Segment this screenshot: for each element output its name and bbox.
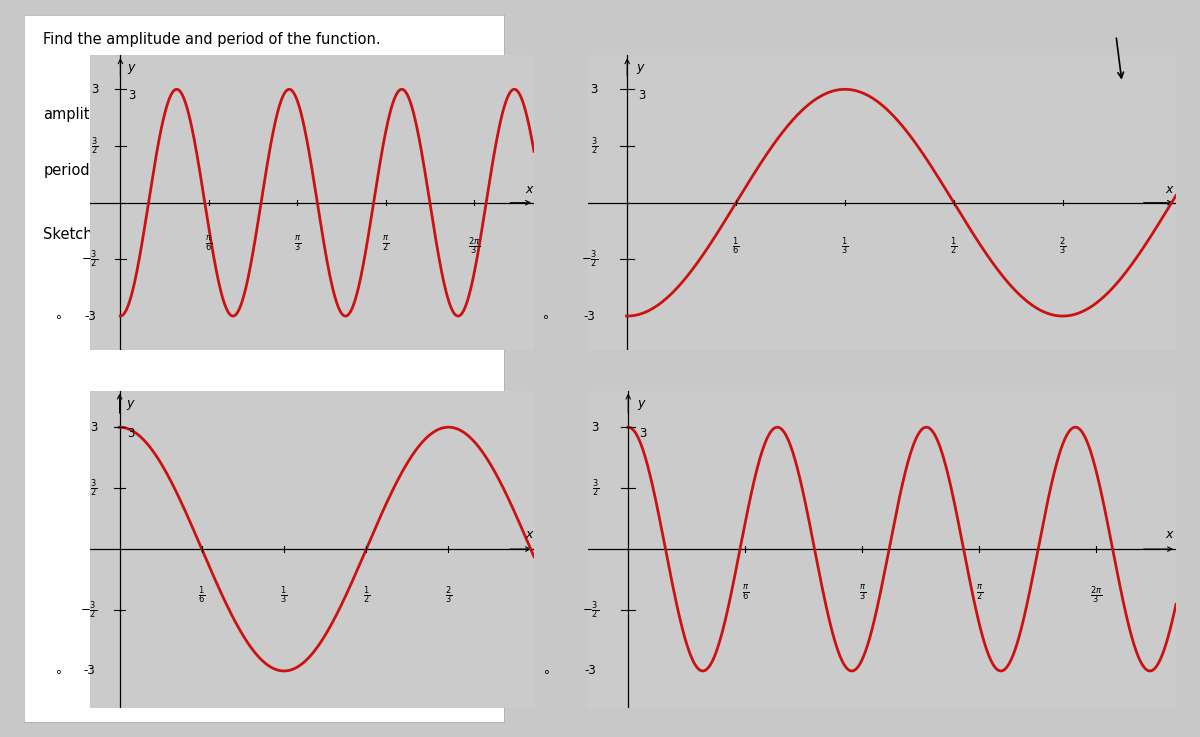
Text: y: y <box>127 61 134 74</box>
Text: $\frac{\pi}{6}$: $\frac{\pi}{6}$ <box>742 584 749 603</box>
Text: amplitude: amplitude <box>43 107 118 122</box>
FancyBboxPatch shape <box>190 137 362 186</box>
Text: $\frac{3}{2}$: $\frac{3}{2}$ <box>91 135 98 157</box>
Text: $\frac{\pi}{2}$: $\frac{\pi}{2}$ <box>976 584 983 603</box>
Text: $\frac{1}{3}$: $\frac{1}{3}$ <box>841 235 848 256</box>
Text: $\frac{1}{2}$: $\frac{1}{2}$ <box>950 235 958 256</box>
Text: $\circ$: $\circ$ <box>54 310 62 323</box>
Text: $\frac{\pi}{3}$: $\frac{\pi}{3}$ <box>859 584 866 603</box>
Text: y: y <box>636 61 643 74</box>
Text: -3: -3 <box>84 665 95 677</box>
Text: $\circ$: $\circ$ <box>54 665 61 677</box>
Text: $y = $: $y = $ <box>91 60 116 77</box>
Text: y: y <box>126 397 133 410</box>
Text: $\frac{\pi}{2}$: $\frac{\pi}{2}$ <box>382 235 389 254</box>
Text: Find the amplitude and period of the function.: Find the amplitude and period of the fun… <box>43 32 380 47</box>
Text: $\frac{2}{3}$: $\frac{2}{3}$ <box>1060 235 1067 256</box>
Text: x: x <box>1165 183 1172 196</box>
Text: $\frac{3}{2}$: $\frac{3}{2}$ <box>90 478 97 499</box>
Text: 3: 3 <box>637 89 646 102</box>
Text: $\frac{2\pi}{3}$: $\frac{2\pi}{3}$ <box>1091 584 1103 606</box>
Text: x: x <box>526 528 533 542</box>
Text: $\frac{\pi}{3}$: $\frac{\pi}{3}$ <box>294 235 301 254</box>
Text: $-\frac{3}{2}$: $-\frac{3}{2}$ <box>82 248 98 270</box>
Text: $\frac{3}{2}$: $\frac{3}{2}$ <box>592 478 599 499</box>
Text: -3: -3 <box>584 665 596 677</box>
Text: $\frac{1}{6}$: $\frac{1}{6}$ <box>198 584 205 606</box>
Text: period: period <box>43 164 90 178</box>
Text: 3: 3 <box>592 421 599 433</box>
Text: $\frac{3}{2}$: $\frac{3}{2}$ <box>590 135 598 157</box>
Text: $\frac{1}{2}$: $\frac{1}{2}$ <box>362 584 370 606</box>
Text: $\frac{\pi}{6}$: $\frac{\pi}{6}$ <box>205 235 212 254</box>
Text: $-\frac{3}{2}$: $-\frac{3}{2}$ <box>80 599 97 621</box>
Text: -3: -3 <box>84 310 96 323</box>
Text: 3: 3 <box>91 83 98 96</box>
Text: $-\frac{3}{2}$: $-\frac{3}{2}$ <box>582 599 599 621</box>
Text: $-\frac{3}{2}$: $-\frac{3}{2}$ <box>581 248 598 270</box>
FancyBboxPatch shape <box>190 78 362 128</box>
Text: 3: 3 <box>590 83 598 96</box>
Text: 3: 3 <box>638 427 647 440</box>
Text: x: x <box>1165 528 1172 542</box>
Text: $\frac{1}{6}$: $\frac{1}{6}$ <box>732 235 739 256</box>
Text: -3: -3 <box>583 310 595 323</box>
Text: Sketch the graph of the function.: Sketch the graph of the function. <box>43 227 286 242</box>
Text: $-3\ \mathbf{cos}(3\pi x)$: $-3\ \mathbf{cos}(3\pi x)$ <box>134 60 230 79</box>
Text: 3: 3 <box>127 427 134 440</box>
Text: x: x <box>526 183 533 196</box>
Text: 3: 3 <box>90 421 97 433</box>
Text: $\frac{1}{3}$: $\frac{1}{3}$ <box>281 584 288 606</box>
Text: 3: 3 <box>128 89 136 102</box>
Text: $\frac{2}{3}$: $\frac{2}{3}$ <box>445 584 452 606</box>
Text: $\circ$: $\circ$ <box>542 665 550 677</box>
Text: $\frac{2\pi}{3}$: $\frac{2\pi}{3}$ <box>468 235 480 256</box>
Text: y: y <box>637 397 644 410</box>
Text: $\circ$: $\circ$ <box>541 310 548 323</box>
